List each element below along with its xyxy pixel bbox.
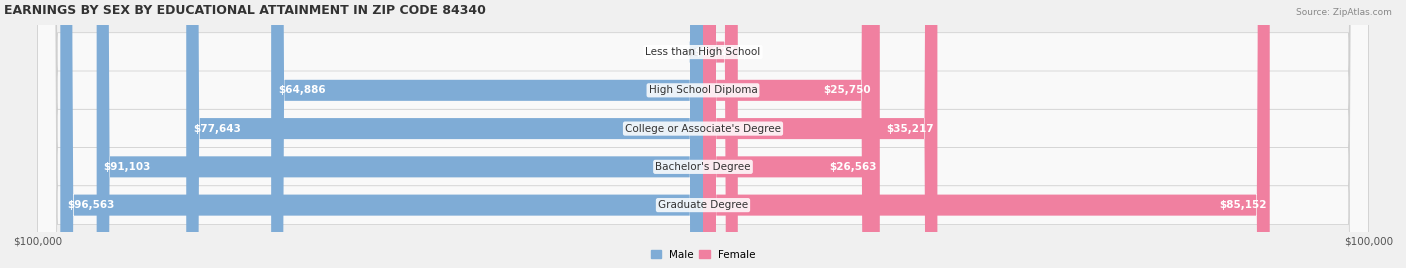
Text: EARNINGS BY SEX BY EDUCATIONAL ATTAINMENT IN ZIP CODE 84340: EARNINGS BY SEX BY EDUCATIONAL ATTAINMEN…: [4, 4, 486, 17]
FancyBboxPatch shape: [271, 0, 703, 268]
Text: Bachelor's Degree: Bachelor's Degree: [655, 162, 751, 172]
FancyBboxPatch shape: [703, 0, 938, 268]
Text: $77,643: $77,643: [193, 124, 240, 133]
FancyBboxPatch shape: [703, 0, 875, 268]
FancyBboxPatch shape: [703, 0, 880, 268]
FancyBboxPatch shape: [703, 0, 738, 268]
Text: $96,563: $96,563: [67, 200, 114, 210]
Text: $35,217: $35,217: [886, 124, 934, 133]
Text: $91,103: $91,103: [103, 162, 150, 172]
Text: $5,227: $5,227: [695, 47, 734, 57]
FancyBboxPatch shape: [38, 0, 1368, 268]
Legend: Male, Female: Male, Female: [647, 245, 759, 264]
FancyBboxPatch shape: [186, 0, 703, 268]
FancyBboxPatch shape: [703, 0, 1270, 268]
FancyBboxPatch shape: [97, 0, 703, 268]
Text: $26,563: $26,563: [830, 162, 876, 172]
Text: College or Associate's Degree: College or Associate's Degree: [626, 124, 780, 133]
Text: Less than High School: Less than High School: [645, 47, 761, 57]
FancyBboxPatch shape: [38, 0, 1368, 268]
FancyBboxPatch shape: [60, 0, 703, 268]
Text: $25,750: $25,750: [824, 85, 872, 95]
FancyBboxPatch shape: [38, 0, 1368, 268]
Text: $85,152: $85,152: [1219, 200, 1267, 210]
Text: $0: $0: [686, 47, 700, 57]
Text: Graduate Degree: Graduate Degree: [658, 200, 748, 210]
FancyBboxPatch shape: [690, 0, 716, 268]
FancyBboxPatch shape: [38, 0, 1368, 268]
FancyBboxPatch shape: [38, 0, 1368, 268]
Text: Source: ZipAtlas.com: Source: ZipAtlas.com: [1296, 8, 1392, 17]
Text: $64,886: $64,886: [278, 85, 325, 95]
Text: High School Diploma: High School Diploma: [648, 85, 758, 95]
